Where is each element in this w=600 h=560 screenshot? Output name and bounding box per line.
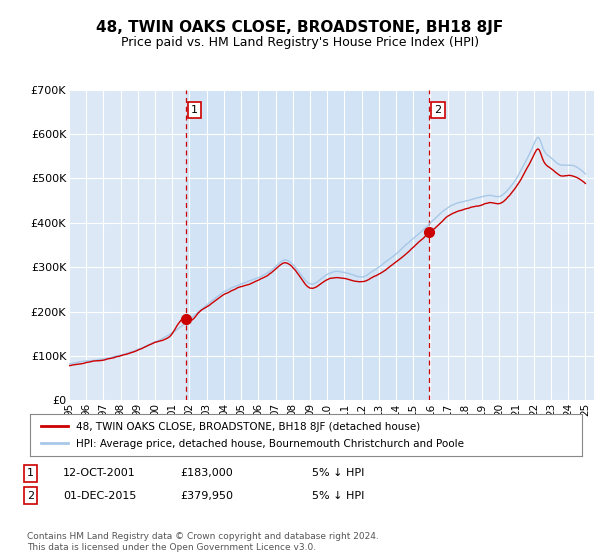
Text: Price paid vs. HM Land Registry's House Price Index (HPI): Price paid vs. HM Land Registry's House … — [121, 36, 479, 49]
Text: 01-DEC-2015: 01-DEC-2015 — [63, 491, 136, 501]
Text: 2: 2 — [27, 491, 34, 501]
Text: 1: 1 — [27, 468, 34, 478]
Text: £183,000: £183,000 — [180, 468, 233, 478]
Legend: 48, TWIN OAKS CLOSE, BROADSTONE, BH18 8JF (detached house), HPI: Average price, : 48, TWIN OAKS CLOSE, BROADSTONE, BH18 8J… — [35, 416, 470, 455]
Bar — [186, 90, 429, 400]
Text: This data is licensed under the Open Government Licence v3.0.: This data is licensed under the Open Gov… — [27, 543, 316, 552]
Text: 48, TWIN OAKS CLOSE, BROADSTONE, BH18 8JF: 48, TWIN OAKS CLOSE, BROADSTONE, BH18 8J… — [97, 20, 503, 35]
Text: 12-OCT-2001: 12-OCT-2001 — [63, 468, 136, 478]
Text: 1: 1 — [191, 105, 198, 115]
Text: 5% ↓ HPI: 5% ↓ HPI — [312, 491, 364, 501]
Text: 5% ↓ HPI: 5% ↓ HPI — [312, 468, 364, 478]
Text: 2: 2 — [434, 105, 442, 115]
Text: Contains HM Land Registry data © Crown copyright and database right 2024.: Contains HM Land Registry data © Crown c… — [27, 532, 379, 541]
Text: £379,950: £379,950 — [180, 491, 233, 501]
